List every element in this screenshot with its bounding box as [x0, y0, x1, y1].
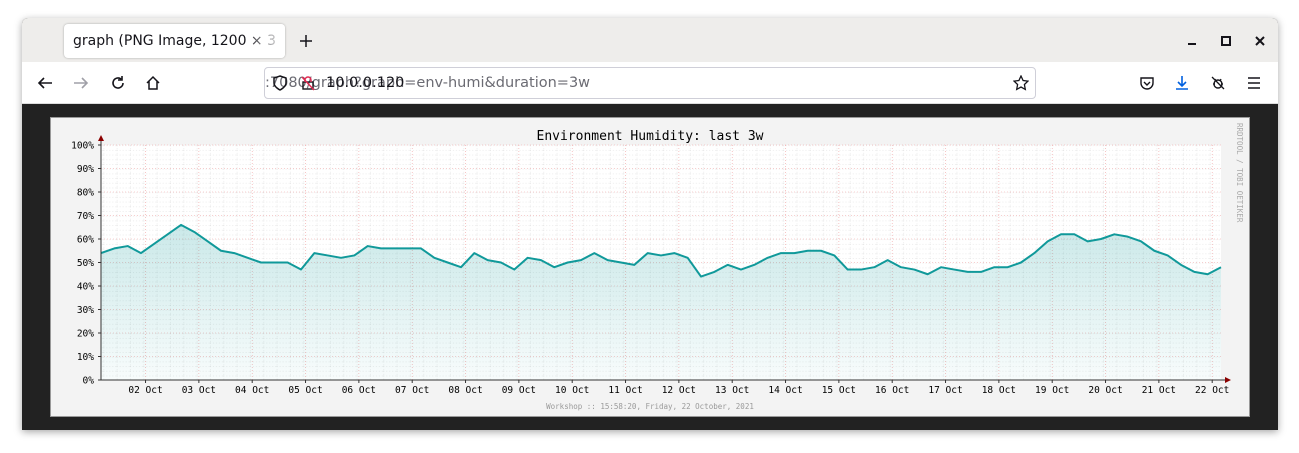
downloads-button[interactable] — [1174, 75, 1190, 91]
maximize-button[interactable] — [1220, 35, 1232, 47]
x-tick-label: 12 Oct — [662, 385, 696, 396]
area — [101, 224, 1221, 380]
x-tick-label: 06 Oct — [342, 385, 376, 396]
y-tick-label: 10% — [77, 352, 94, 363]
x-tick-label: 13 Oct — [715, 385, 749, 396]
new-tab-button[interactable] — [298, 33, 314, 49]
x-tick-label: 04 Oct — [235, 385, 269, 396]
extension-button[interactable] — [1210, 75, 1226, 91]
x-tick-label: 22 Oct — [1195, 385, 1229, 396]
bookmark-star[interactable] — [1013, 75, 1029, 91]
chart: Environment Humidity: last 3w Workshop :… — [50, 117, 1250, 417]
y-tick-label: 60% — [77, 235, 94, 246]
x-tick-label: 19 Oct — [1035, 385, 1069, 396]
line — [100, 223, 1222, 278]
x-tick-label: 17 Oct — [928, 385, 962, 396]
x-tick-label: 15 Oct — [822, 385, 856, 396]
x-tick-label: 21 Oct — [1142, 385, 1176, 396]
pocket-button[interactable] — [1139, 75, 1155, 91]
x-tick-label: 08 Oct — [448, 385, 482, 396]
axes — [100, 139, 1227, 381]
x-tick-label: 14 Oct — [768, 385, 802, 396]
tab-title: graph (PNG Image, 1200 × 3 — [73, 33, 277, 49]
x-tick-label: 05 Oct — [288, 385, 322, 396]
close-button[interactable] — [1254, 35, 1266, 47]
x-tick-label: 20 Oct — [1088, 385, 1122, 396]
y-tick-label: 100% — [71, 141, 94, 152]
menu-button[interactable] — [1246, 75, 1262, 91]
x-tick-label: 18 Oct — [982, 385, 1016, 396]
x-tick-label: 11 Oct — [608, 385, 642, 396]
y-tick-label: 80% — [77, 188, 94, 199]
home-button[interactable] — [145, 75, 161, 91]
chart-title: Environment Humidity: last 3w — [537, 129, 764, 144]
y-tick-label: 20% — [77, 329, 94, 340]
x-tick-label: 07 Oct — [395, 385, 429, 396]
x-tick-label: 02 Oct — [128, 385, 162, 396]
chart-footer: Workshop :: 15:58:20, Friday, 22 October… — [546, 402, 754, 411]
insecure-icon[interactable] — [300, 75, 316, 91]
tab[interactable]: graph (PNG Image, 1200 × 3 — [64, 24, 285, 58]
shield-icon[interactable] — [272, 75, 288, 91]
x-tick-label: 09 Oct — [502, 385, 536, 396]
y-tick-label: 0% — [83, 376, 95, 387]
y-tick-label: 50% — [77, 258, 94, 269]
back-button[interactable] — [37, 75, 53, 91]
y-tick-label: 70% — [77, 211, 94, 222]
url-bar[interactable]: 10.0.0.120:7080/graph?graph=env-humi&dur… — [264, 67, 1036, 99]
toolbar: 10.0.0.120:7080/graph?graph=env-humi&dur… — [22, 62, 1278, 104]
reload-button[interactable] — [110, 75, 126, 91]
forward-button[interactable] — [73, 75, 89, 91]
y-tick-label: 30% — [77, 305, 94, 316]
y-tick-label: 40% — [77, 282, 94, 293]
y-tick-label: 90% — [77, 164, 94, 175]
minimize-button[interactable] — [1186, 35, 1198, 47]
tab-bar: graph (PNG Image, 1200 × 3 — [22, 18, 1278, 62]
x-tick-label: 03 Oct — [182, 385, 216, 396]
x-tick-label: 16 Oct — [875, 385, 909, 396]
x-tick-label: 10 Oct — [555, 385, 589, 396]
side-text: RRDTOOL / TOBI OETIKER — [1235, 123, 1244, 223]
url-path: :7080/graph?graph=env-humi&duration=3w — [265, 75, 591, 91]
url-host: 10.0.0.120 — [326, 75, 405, 91]
